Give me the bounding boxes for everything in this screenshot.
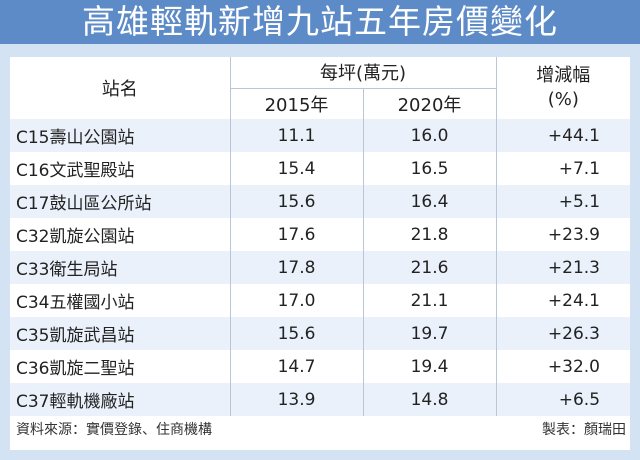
header-change-label: 增減幅 [536,65,591,86]
station-name: C33衛生局站 [10,251,231,284]
price-2015: 17.0 [230,284,364,317]
change-pct: +6.5 [496,383,631,416]
price-2015: 15.4 [230,152,364,185]
price-2015: 17.6 [230,218,364,251]
change-pct: +7.1 [496,152,631,185]
change-pct: +32.0 [496,350,631,383]
change-pct: +24.1 [496,284,631,317]
station-name: C35凱旋武昌站 [10,317,231,350]
station-name: C16文武聖殿站 [10,152,231,185]
station-name: C37輕軌機廠站 [10,383,231,416]
header-change: 增減幅 (%) [496,57,630,119]
header-station: 站名 [10,57,231,119]
page-title: 高雄輕軌新增九站五年房價變化 [0,0,640,44]
price-2015: 11.1 [230,119,364,152]
table-row: C17鼓山區公所站 15.6 16.4 +5.1 [10,185,631,218]
station-name: C17鼓山區公所站 [10,185,231,218]
price-2020: 21.6 [363,251,497,284]
change-pct: +21.3 [496,251,631,284]
header-year-2015: 2015年 [230,88,364,119]
price-2015: 13.9 [230,383,364,416]
price-2020: 14.8 [363,383,497,416]
table-row: C33衛生局站 17.8 21.6 +21.3 [10,251,631,284]
change-pct: +44.1 [496,119,631,152]
price-table: 站名 每坪(萬元) 增減幅 (%) 2015年 2020年 C15壽山公園站 11… [10,57,631,416]
price-2015: 17.8 [230,251,364,284]
header-price-per-ping: 每坪(萬元) [230,57,497,89]
station-name: C34五權國小站 [10,284,231,317]
chart-credit: 製表：顏瑞田 [542,422,626,438]
change-pct: +5.1 [496,185,631,218]
price-2020: 21.1 [363,284,497,317]
change-pct: +26.3 [496,317,631,350]
header-change-unit: (%) [547,89,579,110]
price-2015: 15.6 [230,317,364,350]
table-row: C34五權國小站 17.0 21.1 +24.1 [10,284,631,317]
price-2015: 15.6 [230,185,364,218]
data-source: 資料來源：實價登錄、住商機構 [16,422,212,438]
station-name: C36凱旋二聖站 [10,350,231,383]
table-footer: 資料來源：實價登錄、住商機構 製表：顏瑞田 [10,416,630,444]
table-row: C15壽山公園站 11.1 16.0 +44.1 [10,119,631,152]
price-2020: 19.7 [363,317,497,350]
price-2020: 16.4 [363,185,497,218]
table-row: C16文武聖殿站 15.4 16.5 +7.1 [10,152,631,185]
table-row: C35凱旋武昌站 15.6 19.7 +26.3 [10,317,631,350]
station-name: C32凱旋公園站 [10,218,231,251]
price-2020: 16.5 [363,152,497,185]
price-table-panel: 站名 每坪(萬元) 增減幅 (%) 2015年 2020年 C15壽山公園站 11… [10,57,631,450]
station-name: C15壽山公園站 [10,119,231,152]
price-2020: 16.0 [363,119,497,152]
price-2020: 21.8 [363,218,497,251]
header-year-2020: 2020年 [363,88,497,119]
table-row: C32凱旋公園站 17.6 21.8 +23.9 [10,218,631,251]
price-2020: 19.4 [363,350,497,383]
table-row: C36凱旋二聖站 14.7 19.4 +32.0 [10,350,631,383]
price-2015: 14.7 [230,350,364,383]
change-pct: +23.9 [496,218,631,251]
table-row: C37輕軌機廠站 13.9 14.8 +6.5 [10,383,631,416]
